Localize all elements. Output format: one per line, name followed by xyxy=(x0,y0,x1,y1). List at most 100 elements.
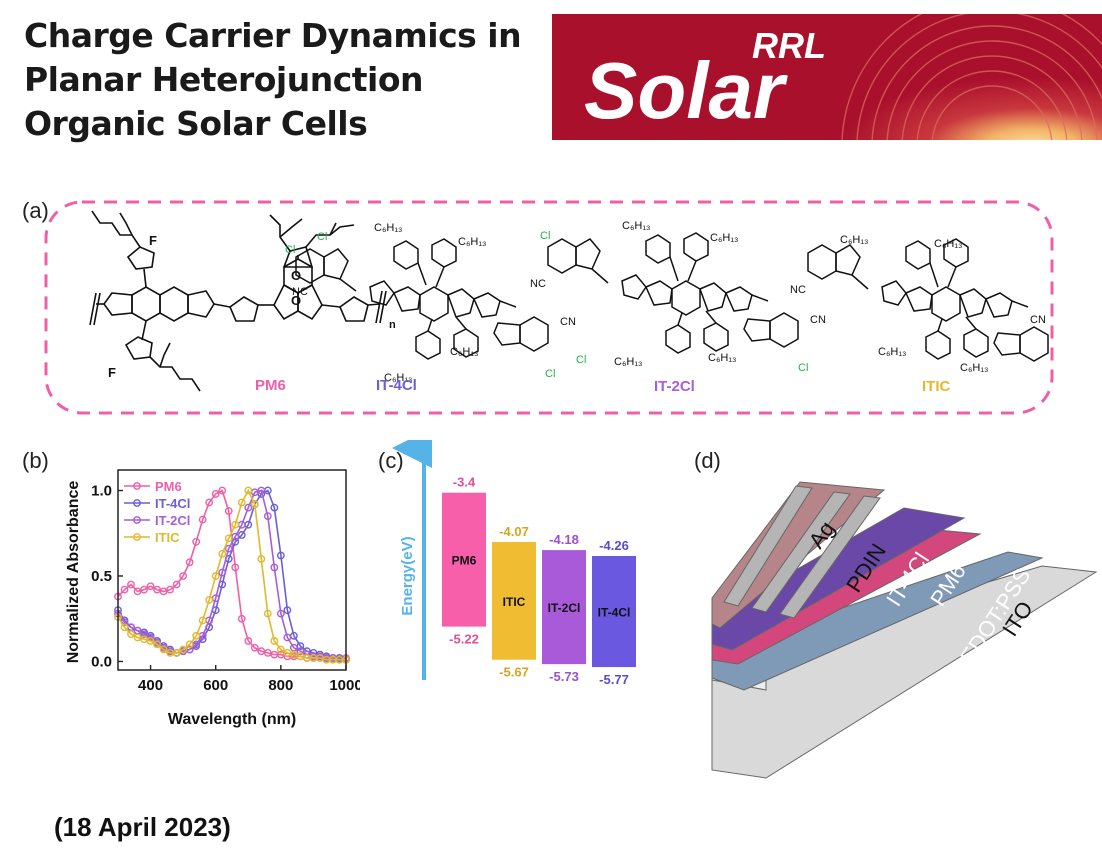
data-point xyxy=(244,486,253,495)
panel-label-a: (a) xyxy=(22,198,49,223)
itic-c6h13-1: C₆H₁₃ xyxy=(840,234,869,246)
y-tick-label: 0.0 xyxy=(91,653,112,670)
data-point xyxy=(127,580,135,589)
it4cl-cl-3: Cl xyxy=(545,368,555,380)
energy-axis-label: Energy(eV) xyxy=(399,536,416,615)
itic-structure xyxy=(807,238,1049,362)
lumo-value: -3.4 xyxy=(453,475,476,490)
panel-label-b: (b) xyxy=(22,448,49,473)
x-tick-label: 600 xyxy=(203,677,228,694)
data-point xyxy=(276,645,285,654)
it4cl-cl-1: Cl xyxy=(317,231,327,243)
y-axis-label: Normalized Absorbance xyxy=(65,481,82,664)
legend: PM6 IT-4Cl IT-2Cl ITIC xyxy=(124,479,190,545)
legend-marker xyxy=(133,533,141,541)
y-tick-label: 0.5 xyxy=(91,568,112,585)
data-point xyxy=(166,585,175,594)
data-point xyxy=(192,537,201,546)
pm6-structure xyxy=(89,210,387,392)
data-point xyxy=(218,568,227,577)
data-point xyxy=(211,490,220,498)
legend-entry: IT-4Cl xyxy=(155,496,190,511)
x-tick-label: 1000 xyxy=(329,677,360,694)
data-point xyxy=(231,563,240,572)
itic-c6h13-3: C₆H₁₃ xyxy=(878,346,907,358)
pm6-o-bottom: O xyxy=(291,293,301,308)
molecule-name-pm6: PM6 xyxy=(255,377,286,394)
data-point xyxy=(159,645,168,654)
data-point xyxy=(127,630,135,639)
data-point xyxy=(153,640,161,649)
data-point xyxy=(224,534,233,543)
title-line-2: Planar Heterojunction xyxy=(24,60,424,99)
molecule-name-it4cl: IT-4Cl xyxy=(376,377,417,394)
itic-cn-left: NC xyxy=(790,284,806,296)
data-point xyxy=(140,630,148,639)
data-point xyxy=(198,515,207,524)
data-point xyxy=(211,572,220,580)
layer-ag-strip-1 xyxy=(723,485,813,607)
data-point xyxy=(231,520,240,529)
data-point xyxy=(140,585,148,594)
it4cl-cn-left: NC xyxy=(292,286,308,298)
series-line-itic xyxy=(117,488,346,661)
it4cl-structure xyxy=(295,238,549,360)
layer-pedot xyxy=(711,551,1044,691)
data-point xyxy=(250,643,259,652)
energy-bar-itic xyxy=(492,542,536,660)
data-point xyxy=(172,649,181,657)
pm6-n-subscript: n xyxy=(389,319,396,331)
data-point xyxy=(270,503,279,512)
molecule-name-it2cl: IT-2Cl xyxy=(654,378,695,395)
panel-label-d: (d) xyxy=(694,448,721,473)
data-point xyxy=(263,512,272,521)
data-point xyxy=(192,631,201,640)
it2cl-cl-2: Cl xyxy=(798,362,808,374)
data-point xyxy=(172,580,181,589)
data-point xyxy=(250,500,259,509)
data-point xyxy=(185,558,194,567)
it2cl-cl-1: Cl xyxy=(540,230,550,242)
homo-value: -5.77 xyxy=(599,672,629,687)
pm6-f-bottom: F xyxy=(108,365,116,380)
lumo-value: -4.26 xyxy=(599,538,629,553)
it2cl-cn-right: CN xyxy=(810,314,826,326)
data-point xyxy=(263,609,272,618)
data-point xyxy=(237,498,246,507)
data-point xyxy=(244,637,253,645)
it4cl-c6h13-2: C₆H₁₃ xyxy=(458,236,487,248)
data-point xyxy=(205,498,214,507)
data-point xyxy=(283,633,292,642)
data-point xyxy=(198,616,207,625)
legend-entry: PM6 xyxy=(155,479,182,494)
it4cl-c6h13-4: C₆H₁₃ xyxy=(450,346,479,358)
data-point xyxy=(146,582,155,591)
legend-marker xyxy=(133,499,141,507)
it4cl-c6h13-1: C₆H₁₃ xyxy=(374,222,403,234)
energy-bar-label: IT-4Cl xyxy=(598,606,631,620)
it2cl-c6h13-4: C₆H₁₃ xyxy=(708,352,737,364)
data-point xyxy=(257,486,266,495)
it4cl-c6h13-3: C₆H₁₃ xyxy=(384,372,413,384)
energy-bar-pm6 xyxy=(442,492,486,627)
data-point xyxy=(276,609,285,618)
energy-bars-group: PM6 -3.4 -5.22 ITIC -4.07 -5.67 IT-2Cl -4.18 -5.… xyxy=(442,475,636,687)
pm6-f-top: F xyxy=(149,233,157,248)
energy-bar-label: ITIC xyxy=(503,595,526,609)
data-point xyxy=(270,637,279,645)
solar-rrl-logo: RRL Solar xyxy=(552,14,1102,140)
data-point xyxy=(224,507,233,515)
data-point xyxy=(244,503,253,512)
legend-entry: IT-2Cl xyxy=(155,513,190,528)
data-point xyxy=(218,486,227,495)
data-point xyxy=(120,623,129,632)
data-point xyxy=(270,563,279,572)
data-point xyxy=(179,645,188,654)
x-tick-label: 400 xyxy=(138,677,163,694)
device-layers xyxy=(711,481,1098,779)
molecule-name-itic: ITIC xyxy=(922,378,950,395)
data-point xyxy=(146,637,155,645)
x-tick-label: 800 xyxy=(268,677,293,694)
data-point xyxy=(185,640,194,649)
it4cl-cl-4: Cl xyxy=(576,354,586,366)
